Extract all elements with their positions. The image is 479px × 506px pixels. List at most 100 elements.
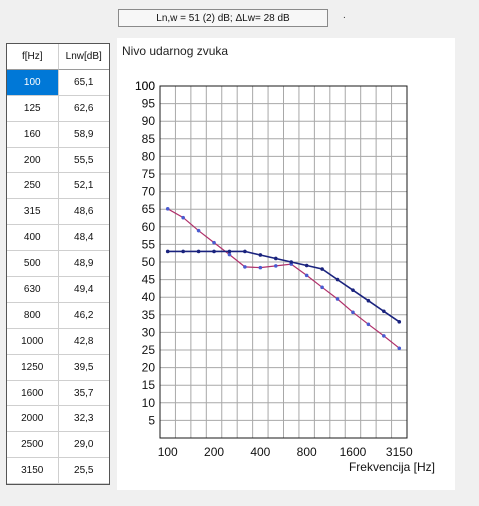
cell-lnw[interactable]: 65,1 xyxy=(58,70,109,96)
series-2-point xyxy=(366,298,371,303)
chart-panel: 5 10 15 20 25 30 35 40 45 50 55 60 65 70 75 80 85 90 95 100… xyxy=(117,38,455,490)
table-body[interactable]: 100 65,1 125 62,6 160 58,9 200 55,5 250 52,1 315 48… xyxy=(7,69,109,485)
cell-frequency[interactable]: 200 xyxy=(7,147,59,174)
x-tick-label: 800 xyxy=(297,445,317,459)
y-tick-label: 95 xyxy=(142,97,156,111)
cell-frequency[interactable]: 125 xyxy=(7,95,59,122)
y-tick-label: 100 xyxy=(135,79,155,93)
series-1-point xyxy=(258,265,263,270)
cell-lnw[interactable]: 58,9 xyxy=(58,122,109,148)
table-row[interactable]: 125 62,6 xyxy=(7,95,109,122)
cell-frequency[interactable]: 630 xyxy=(7,277,59,303)
series-2-point xyxy=(165,249,170,254)
cell-lnw[interactable]: 62,6 xyxy=(58,96,109,122)
x-tick-label: 3150 xyxy=(386,445,413,459)
y-tick-label: 85 xyxy=(142,132,156,146)
cell-lnw[interactable]: 48,9 xyxy=(58,251,109,278)
y-tick-label: 5 xyxy=(148,413,155,427)
series-2-point xyxy=(181,249,185,254)
table-row[interactable]: 1000 42,8 xyxy=(7,328,109,355)
table-row[interactable]: 3150 25,5 xyxy=(7,458,109,485)
table-row[interactable]: 100 65,1 xyxy=(7,69,109,96)
x-tick-label: 1600 xyxy=(340,445,367,459)
series-1-point xyxy=(196,228,201,233)
y-tick-label: 80 xyxy=(142,149,156,163)
y-tick-label: 100 xyxy=(135,79,155,93)
series-1-point xyxy=(227,252,232,257)
cell-frequency[interactable]: 1250 xyxy=(7,354,59,381)
series-1-point xyxy=(212,240,216,245)
series-1-point xyxy=(304,273,309,278)
cell-frequency[interactable]: 315 xyxy=(7,199,59,226)
chart-title: Nivo udarnog zvuka xyxy=(122,44,229,58)
plot-frame xyxy=(159,85,408,439)
table-row[interactable]: 400 48,4 xyxy=(7,225,109,252)
table-row[interactable]: 2000 32,3 xyxy=(7,406,109,433)
table-row[interactable]: 1250 39,5 xyxy=(7,354,109,381)
cell-frequency[interactable]: 100 xyxy=(7,69,59,96)
y-tick-label: 75 xyxy=(142,167,156,181)
cell-lnw[interactable]: 48,6 xyxy=(58,199,109,226)
x-axis-label: Frekvencija [Hz] xyxy=(349,460,435,474)
cell-frequency[interactable]: 1600 xyxy=(7,380,59,407)
cell-frequency[interactable]: 400 xyxy=(7,225,59,252)
table-row[interactable]: 2500 29,0 xyxy=(7,432,109,459)
cell-frequency[interactable]: 2000 xyxy=(7,406,59,433)
y-tick-label: 45 xyxy=(142,273,156,287)
series-2-point xyxy=(212,249,216,254)
y-tick-label: 10 xyxy=(142,396,156,410)
table-row[interactable]: 200 55,5 xyxy=(7,147,109,174)
chart: 5 10 15 20 25 30 35 40 45 50 55 60 65 70 75 80 85 90 95 100… xyxy=(135,79,435,474)
cell-lnw[interactable]: 25,5 xyxy=(58,458,109,485)
table-row[interactable]: 630 49,4 xyxy=(7,277,109,303)
table-row[interactable]: 800 46,2 xyxy=(7,302,109,329)
series-1-point xyxy=(335,297,340,301)
series-1-point xyxy=(320,285,324,290)
cell-lnw[interactable]: 42,8 xyxy=(58,329,109,355)
cell-lnw[interactable]: 39,5 xyxy=(58,355,109,381)
series-2-point xyxy=(397,320,402,324)
y-tick-label: 35 xyxy=(142,308,156,322)
cell-lnw[interactable]: 46,2 xyxy=(58,303,109,329)
series-2-point xyxy=(382,309,386,314)
cell-frequency[interactable]: 800 xyxy=(7,302,59,329)
result-text: Ln,w = 51 (2) dB; ΔLw= 28 dB xyxy=(156,13,290,24)
series-line-1 xyxy=(167,208,400,349)
table-row[interactable]: 160 58,9 xyxy=(7,121,109,148)
series-2-point xyxy=(289,260,294,264)
cell-lnw[interactable]: 52,1 xyxy=(58,173,109,200)
cell-frequency[interactable]: 160 xyxy=(7,121,59,148)
cell-lnw[interactable]: 35,7 xyxy=(58,381,109,407)
series-1-point xyxy=(165,207,170,211)
cell-lnw[interactable]: 29,0 xyxy=(58,432,109,459)
series-2-point xyxy=(351,288,355,292)
series-2-point xyxy=(304,263,309,268)
series-2-point xyxy=(243,249,247,254)
y-tick-label: 60 xyxy=(142,220,156,234)
cell-lnw[interactable]: 55,5 xyxy=(58,148,109,174)
table-row[interactable]: 250 52,1 xyxy=(7,173,109,200)
series-2-point xyxy=(320,267,324,271)
series-1-point xyxy=(273,264,278,268)
cell-lnw[interactable]: 48,4 xyxy=(58,225,109,252)
cell-frequency[interactable]: 250 xyxy=(7,173,59,200)
series-2-point xyxy=(273,256,278,261)
result-display: Ln,w = 51 (2) dB; ΔLw= 28 dB xyxy=(118,9,328,27)
y-tick-label: 65 xyxy=(142,202,156,216)
cell-frequency[interactable]: 500 xyxy=(7,251,59,278)
table-row[interactable]: 1600 35,7 xyxy=(7,380,109,407)
table-row[interactable]: 500 48,9 xyxy=(7,251,109,278)
y-tick-label: 20 xyxy=(142,361,156,375)
series-line-2 xyxy=(167,250,400,323)
table-row[interactable]: 315 48,6 xyxy=(7,199,109,226)
cell-frequency[interactable]: 2500 xyxy=(7,432,59,459)
cell-frequency[interactable]: 1000 xyxy=(7,328,59,355)
x-tick-label: 200 xyxy=(204,445,224,459)
cell-lnw[interactable]: 49,4 xyxy=(58,277,109,303)
header-frequency: f[Hz] xyxy=(7,44,59,70)
frequency-table[interactable]: f[Hz] Lnw[dB] 100 65,1 125 62,6 160 58,9 200 55… xyxy=(6,43,110,486)
cell-frequency[interactable]: 3150 xyxy=(7,458,59,485)
series-1-point xyxy=(382,334,386,338)
cell-lnw[interactable]: 32,3 xyxy=(58,406,109,433)
y-tick-label: 50 xyxy=(142,255,156,269)
